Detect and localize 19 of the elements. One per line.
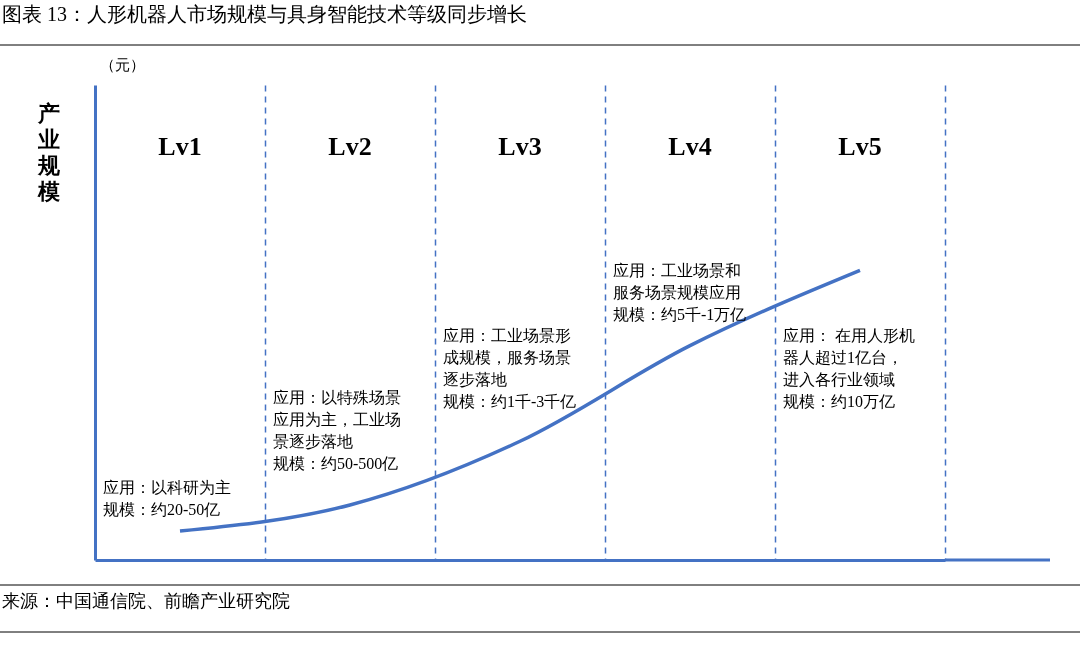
annotation: 应用：以科研为主 (103, 479, 231, 496)
annotation: 规模：约20-50亿 (103, 501, 221, 518)
annotation: 规模：约10万亿 (783, 393, 895, 410)
source-note: 来源：中国通信院、前瞻产业研究院 (2, 591, 290, 611)
y-axis-title: 产业规模 (36, 100, 60, 204)
x-tick-label: Lv3 (498, 132, 542, 161)
annotation: 应用： 在用人形机器人超过1亿台，进入各行业领域 (783, 327, 915, 388)
chart-title: 图表 13：人形机器人市场规模与具身智能技术等级同步增长 (2, 3, 527, 25)
annotation: 规模：约1千-3千亿 (443, 393, 577, 410)
annotation: 应用：工业场景形成规模，服务场景逐步落地 (443, 327, 571, 388)
text: （元） (100, 57, 145, 73)
x-tick-label: Lv4 (668, 132, 712, 161)
annotation: 规模：约50-500亿 (273, 455, 399, 472)
x-tick-label: Lv1 (158, 132, 202, 161)
annotation: 应用：工业场景和服务场景规模应用 (613, 262, 741, 301)
annotation: 应用：以特殊场景应用为主，工业场景逐步落地 (273, 389, 401, 450)
x-tick-label: Lv2 (328, 132, 372, 161)
annotation: 规模：约5千-1万亿 (613, 306, 747, 323)
x-tick-label: Lv5 (838, 132, 882, 161)
